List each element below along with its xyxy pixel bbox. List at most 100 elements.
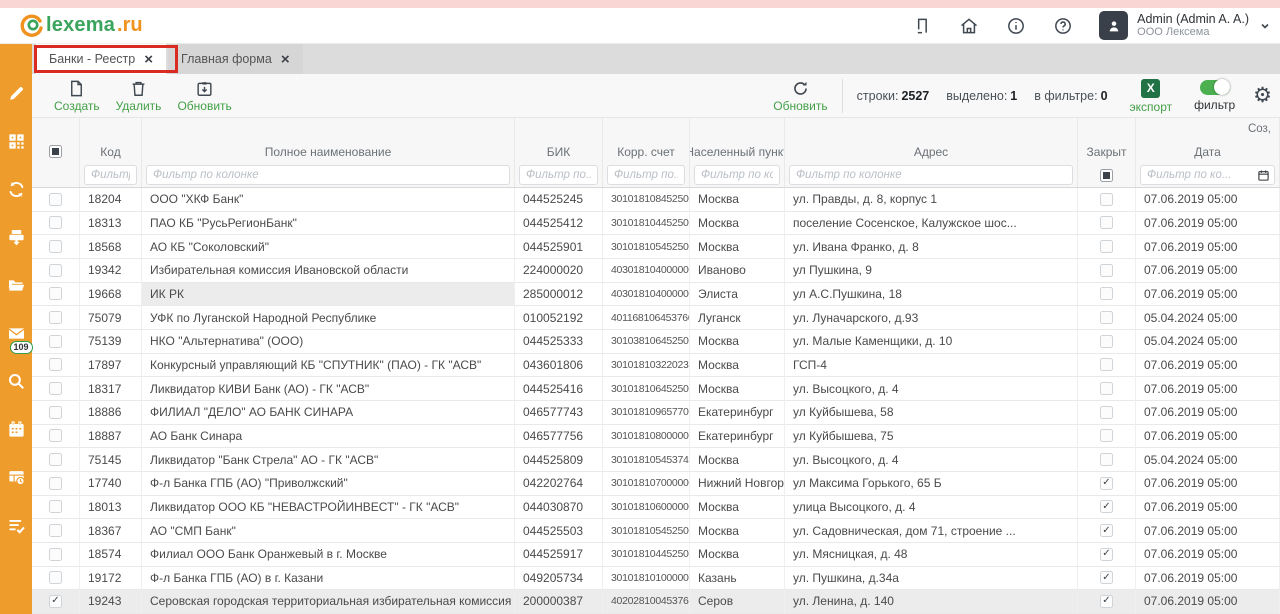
cell-account[interactable]: 3010181054525000... bbox=[603, 519, 690, 543]
cell-name[interactable]: Ликвидатор КИВИ Банк (АО) - ГК "АСВ" bbox=[142, 377, 515, 401]
cell-bik[interactable]: 044525901 bbox=[515, 235, 603, 259]
cell-name[interactable]: АО Банк Синара bbox=[142, 424, 515, 449]
cell-address[interactable]: ул Максима Горького, 65 Б bbox=[785, 471, 1078, 496]
cell-bik[interactable]: 224000020 bbox=[515, 258, 603, 283]
row-checkbox[interactable] bbox=[49, 453, 62, 467]
user-menu[interactable]: Admin (Admin A. A.) ООО Лексема bbox=[1099, 11, 1270, 40]
cell-bik[interactable]: 285000012 bbox=[515, 282, 603, 307]
close-icon[interactable]: × bbox=[280, 50, 290, 68]
row-checkbox[interactable] bbox=[49, 500, 62, 514]
cell-account[interactable]: 3010181064525000... bbox=[603, 377, 690, 401]
cell-date[interactable]: 07.06.2019 05:00 bbox=[1136, 495, 1280, 520]
cell-closed[interactable] bbox=[1078, 495, 1136, 520]
cell-address[interactable]: ул. Малые Каменщики, д. 10 bbox=[785, 329, 1078, 354]
row-select-cell[interactable] bbox=[32, 542, 80, 567]
qr-code-icon[interactable] bbox=[7, 132, 26, 151]
update-button[interactable]: Обновить bbox=[177, 79, 232, 112]
cell-city[interactable]: Луганск bbox=[690, 306, 785, 330]
closed-checkbox[interactable] bbox=[1100, 524, 1113, 538]
table-row[interactable]: 19342 Избирательная комиссия Ивановской … bbox=[32, 258, 1280, 283]
row-select-cell[interactable] bbox=[32, 282, 80, 307]
cell-date[interactable]: 07.06.2019 05:00 bbox=[1136, 377, 1280, 401]
cell-city[interactable]: Москва bbox=[690, 519, 785, 543]
filter-closed-checkbox[interactable] bbox=[1100, 168, 1113, 182]
cell-account[interactable]: 3010181054537452... bbox=[603, 448, 690, 472]
cell-address[interactable]: поселение Сосенское, Калужское шос... bbox=[785, 211, 1078, 236]
cell-closed[interactable] bbox=[1078, 542, 1136, 567]
cell-bik[interactable]: 044525245 bbox=[515, 188, 603, 212]
cell-code[interactable]: 18013 bbox=[80, 495, 142, 520]
cell-address[interactable]: ул А.С.Пушкина, 18 bbox=[785, 282, 1078, 307]
closed-checkbox[interactable] bbox=[1100, 500, 1113, 514]
row-select-cell[interactable] bbox=[32, 377, 80, 401]
cell-code[interactable]: 75139 bbox=[80, 329, 142, 354]
cell-bik[interactable]: 044525809 bbox=[515, 448, 603, 472]
cell-code[interactable]: 19668 bbox=[80, 282, 142, 307]
cell-bik[interactable]: 044525503 bbox=[515, 519, 603, 543]
lexema-logo[interactable]: lexema .ru bbox=[20, 14, 143, 38]
filter-account-input[interactable] bbox=[607, 165, 685, 185]
cell-closed[interactable] bbox=[1078, 211, 1136, 236]
table-row[interactable]: 18367 АО "СМП Банк" 044525503 3010181054… bbox=[32, 519, 1280, 543]
table-row[interactable]: 75079 УФК по Луганской Народной Республи… bbox=[32, 306, 1280, 330]
cell-name[interactable]: АО КБ "Соколовский" bbox=[142, 235, 515, 259]
cell-closed[interactable] bbox=[1078, 258, 1136, 283]
refresh-button[interactable]: Обновить bbox=[773, 79, 828, 112]
row-select-cell[interactable] bbox=[32, 400, 80, 425]
cell-code[interactable]: 75145 bbox=[80, 448, 142, 472]
cell-closed[interactable] bbox=[1078, 353, 1136, 378]
row-checkbox[interactable] bbox=[49, 571, 62, 585]
help-icon[interactable] bbox=[1053, 16, 1073, 36]
cell-city[interactable]: Элиста bbox=[690, 282, 785, 307]
cell-account[interactable]: 3010181044525000... bbox=[603, 542, 690, 567]
cell-account[interactable]: 3010181060000000... bbox=[603, 495, 690, 520]
cell-closed[interactable] bbox=[1078, 519, 1136, 543]
row-select-cell[interactable] bbox=[32, 471, 80, 496]
column-header-date[interactable]: Дата bbox=[1136, 140, 1280, 163]
report-clock-icon[interactable] bbox=[7, 468, 26, 487]
cell-name[interactable]: Избирательная комиссия Ивановской област… bbox=[142, 258, 515, 283]
delete-button[interactable]: Удалить bbox=[116, 79, 161, 112]
cell-bik[interactable]: 049205734 bbox=[515, 566, 603, 591]
cell-closed[interactable] bbox=[1078, 377, 1136, 401]
export-button[interactable]: X экспорт bbox=[1130, 78, 1172, 113]
table-row[interactable]: 75145 Ликвидатор "Банк Стрела" АО - ГК "… bbox=[32, 448, 1280, 472]
pencil-icon[interactable] bbox=[7, 84, 26, 103]
cell-city[interactable]: Серов bbox=[690, 590, 785, 614]
cell-bik[interactable]: 044525412 bbox=[515, 211, 603, 236]
close-icon[interactable]: × bbox=[144, 50, 154, 68]
cell-name[interactable]: Ф-л Банка ГПБ (АО) "Приволжский" bbox=[142, 471, 515, 496]
cell-closed[interactable] bbox=[1078, 306, 1136, 330]
cell-bik[interactable]: 042202764 bbox=[515, 471, 603, 496]
cell-code[interactable]: 75079 bbox=[80, 306, 142, 330]
search-icon[interactable] bbox=[7, 372, 26, 391]
table-row[interactable]: 19172 Ф-л Банка ГПБ (АО) в г. Казани 049… bbox=[32, 566, 1280, 591]
cell-date[interactable]: 07.06.2019 05:00 bbox=[1136, 282, 1280, 307]
table-row[interactable]: 18313 ПАО КБ "РусьРегионБанк" 044525412 … bbox=[32, 211, 1280, 236]
cell-closed[interactable] bbox=[1078, 566, 1136, 591]
cell-account[interactable]: 3010181044525000... bbox=[603, 211, 690, 236]
closed-checkbox[interactable] bbox=[1100, 405, 1113, 419]
cell-address[interactable]: ул. Правды, д. 8, корпус 1 bbox=[785, 188, 1078, 212]
row-select-cell[interactable] bbox=[32, 235, 80, 259]
cell-city[interactable]: Казань bbox=[690, 566, 785, 591]
row-checkbox[interactable] bbox=[49, 476, 62, 490]
cell-name[interactable]: ИК РК bbox=[142, 282, 515, 307]
cell-date[interactable]: 07.06.2019 05:00 bbox=[1136, 258, 1280, 283]
cell-name[interactable]: Ликвидатор "Банк Стрела" АО - ГК "АСВ" bbox=[142, 448, 515, 472]
cell-name[interactable]: ФИЛИАЛ "ДЕЛО" АО БАНК СИНАРА bbox=[142, 400, 515, 425]
cell-account[interactable]: 3010181084525000... bbox=[603, 188, 690, 212]
cell-account[interactable]: 3010181010000000... bbox=[603, 566, 690, 591]
cell-address[interactable]: ул. Ленина, д. 140 bbox=[785, 590, 1078, 614]
cell-closed[interactable] bbox=[1078, 448, 1136, 472]
row-checkbox[interactable] bbox=[49, 429, 62, 443]
cell-code[interactable]: 18367 bbox=[80, 519, 142, 543]
cell-closed[interactable] bbox=[1078, 424, 1136, 449]
cell-date[interactable]: 07.06.2019 05:00 bbox=[1136, 400, 1280, 425]
cell-code[interactable]: 17897 bbox=[80, 353, 142, 378]
cell-date[interactable]: 07.06.2019 05:00 bbox=[1136, 211, 1280, 236]
table-row[interactable]: 75139 НКО "Альтернатива" (ООО) 044525333… bbox=[32, 329, 1280, 354]
cell-bik[interactable]: 043601806 bbox=[515, 353, 603, 378]
closed-checkbox[interactable] bbox=[1100, 358, 1113, 372]
cell-bik[interactable]: 046577743 bbox=[515, 400, 603, 425]
